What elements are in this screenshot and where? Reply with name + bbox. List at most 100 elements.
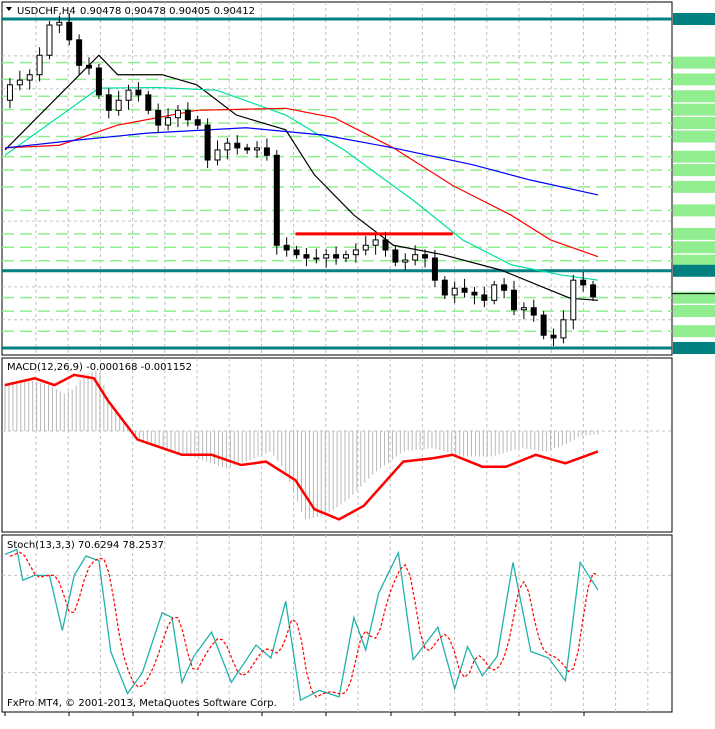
- bear-candle: [105, 94, 112, 111]
- bear-candle: [184, 109, 191, 121]
- bear-candle: [283, 244, 290, 251]
- bull-candle: [520, 307, 527, 311]
- bull-candle: [165, 117, 172, 126]
- bull-candle: [491, 284, 498, 301]
- level-price-tag: [673, 241, 715, 254]
- bear-candle: [550, 334, 557, 339]
- bear-candle: [86, 64, 93, 69]
- bear-candle: [392, 249, 399, 263]
- bull-candle: [313, 257, 320, 260]
- bull-candle: [352, 249, 359, 256]
- level-price-tag: [673, 90, 715, 103]
- bull-candle: [402, 259, 409, 263]
- bear-candle: [273, 154, 280, 246]
- level-price-tag: [673, 130, 715, 143]
- stoch-d-line: [9, 551, 599, 698]
- bull-candle: [412, 254, 419, 261]
- key-level-price-tag: [673, 13, 715, 25]
- bear-candle: [441, 279, 448, 296]
- bear-candle: [530, 307, 537, 316]
- level-price-tag: [673, 73, 715, 86]
- pane-frame: [1, 1, 673, 356]
- key-level-price-tag: [673, 264, 715, 277]
- bear-candle: [204, 124, 211, 161]
- bear-candle: [422, 254, 429, 259]
- level-price-tag: [673, 117, 715, 130]
- bear-candle: [244, 147, 251, 151]
- bull-candle: [451, 287, 458, 296]
- bull-candle: [372, 239, 379, 246]
- stoch-k-line: [4, 548, 599, 702]
- moving-average-line: [4, 107, 599, 258]
- macd-signal-line: [4, 373, 599, 521]
- bull-candle: [323, 254, 330, 259]
- stoch-pane: [1, 534, 673, 713]
- bull-candle: [224, 142, 231, 151]
- level-price-tag: [673, 254, 715, 267]
- bull-candle: [342, 254, 349, 259]
- bear-candle: [293, 249, 300, 256]
- macd-pane: [1, 357, 673, 533]
- level-price-tag: [673, 180, 715, 193]
- bear-candle: [234, 142, 241, 149]
- macd-title: MACD(12,26,9) -0.000168 -0.001152: [7, 362, 192, 373]
- moving-average-line: [4, 54, 599, 301]
- bull-candle: [26, 74, 33, 81]
- bear-candle: [66, 21, 73, 41]
- copyright-text: FxPro MT4, © 2001-2013, MetaQuotes Softw…: [7, 698, 277, 709]
- bear-candle: [145, 94, 152, 111]
- bear-candle: [333, 254, 340, 259]
- level-price-tag: [673, 204, 715, 217]
- moving-average-line: [4, 127, 599, 196]
- bull-candle: [115, 99, 122, 111]
- bear-candle: [510, 289, 517, 311]
- bear-candle: [263, 147, 270, 156]
- bull-candle: [46, 24, 53, 56]
- level-price-tag: [673, 150, 715, 163]
- pane-frame: [1, 534, 673, 713]
- bear-candle: [155, 109, 162, 126]
- bull-candle: [6, 84, 13, 101]
- bear-candle: [540, 314, 547, 336]
- level-price-tag: [673, 291, 715, 304]
- bear-candle: [135, 89, 142, 96]
- bear-candle: [501, 284, 508, 291]
- key-level-price-tag: [673, 342, 715, 354]
- bull-candle: [560, 319, 567, 339]
- bear-candle: [590, 284, 597, 298]
- level-price-tag: [673, 56, 715, 69]
- bull-candle: [36, 54, 43, 76]
- level-price-tag: [673, 164, 715, 177]
- bull-candle: [254, 147, 261, 151]
- moving-average-line: [4, 86, 599, 281]
- bear-candle: [471, 291, 478, 296]
- bear-candle: [461, 287, 468, 293]
- symbol-label: USDCHF,H4: [17, 6, 76, 17]
- bull-candle: [16, 79, 23, 86]
- level-price-tag: [673, 305, 715, 318]
- bull-candle: [174, 109, 181, 119]
- bull-candle: [56, 21, 63, 26]
- chart-header[interactable]: USDCHF,H4 0.90478 0.90478 0.90405 0.9041…: [6, 6, 255, 17]
- bear-candle: [580, 279, 587, 286]
- bear-candle: [303, 254, 310, 259]
- stoch-title: Stoch(13,3,3) 70.6294 78.2537: [7, 540, 164, 551]
- ohlc-label: 0.90478 0.90478 0.90405 0.90412: [80, 6, 255, 17]
- level-price-tag: [673, 103, 715, 116]
- level-price-tag: [673, 325, 715, 338]
- bear-candle: [382, 239, 389, 251]
- bull-candle: [362, 244, 369, 251]
- bull-candle: [214, 149, 221, 161]
- level-price-tag: [673, 227, 715, 240]
- bear-candle: [431, 257, 438, 281]
- price-pane: [1, 1, 715, 356]
- bear-candle: [481, 294, 488, 301]
- bear-candle: [76, 39, 83, 66]
- bull-candle: [125, 89, 132, 101]
- bull-candle: [570, 279, 577, 321]
- collapse-triangle-icon[interactable]: [6, 7, 12, 11]
- bear-candle: [95, 67, 102, 96]
- time-axis: [4, 712, 585, 716]
- bear-candle: [194, 119, 201, 126]
